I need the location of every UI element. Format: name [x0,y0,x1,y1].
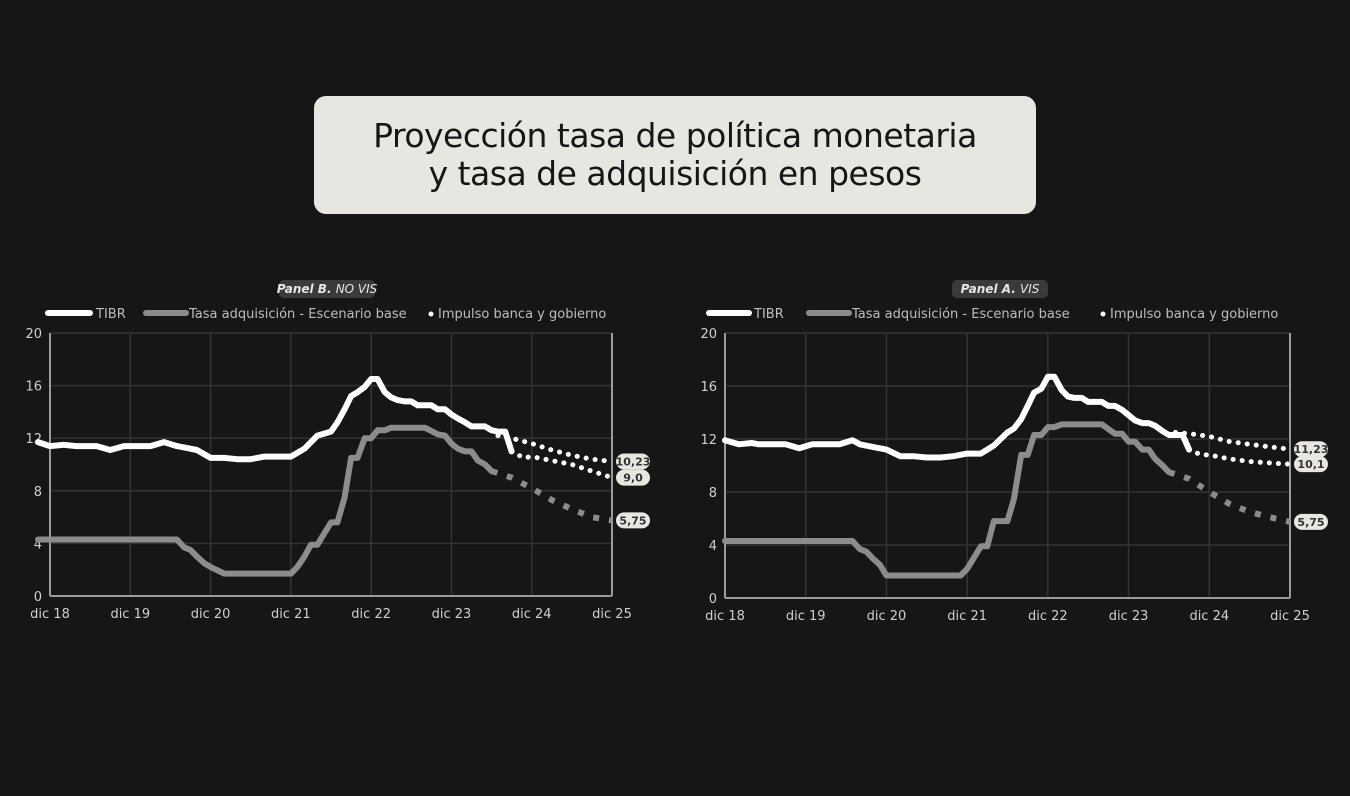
title-box: Proyección tasa de política monetaria y … [314,96,1036,214]
legend-impulso-dot [1100,311,1106,317]
legend-impulso-label: Impulso banca y gobierno [438,307,606,322]
panel-label: Panel A. VIS [961,282,1040,296]
y-tick-label: 20 [25,327,42,342]
series-line-tibr-dotted [1186,447,1293,467]
panel-label-pill [952,280,1048,298]
series-line-adquisicion-solid [722,421,1172,579]
end-label-text: 9,0 [623,472,643,485]
chart-panel-b: Panel B. NO VIS TIBR Tasa adquisición - Es… [25,280,651,622]
panel-label-bold: Panel B. [277,282,336,296]
y-tick-label: 8 [34,485,42,500]
end-label-text: 5,75 [619,514,646,527]
x-tick-label: dic 22 [351,607,391,622]
legend-adquisicion-label: Tasa adquisición - Escenario base [188,307,407,322]
end-label-badge [1294,441,1328,458]
chart-panel-a: Panel A. VIS TIBR Tasa adquisición - Escen… [700,280,1329,624]
y-tick-label: 0 [34,590,42,605]
end-label-badge [616,453,650,470]
x-tick-label: dic 20 [867,609,907,624]
x-tick-label: dic 23 [432,607,472,622]
x-tick-label: dic 18 [705,609,745,624]
series-line-adquisicion-dashed [490,468,613,524]
legend-tibr-label: TIBR [753,307,784,322]
series-line-tibr-dotted [509,448,615,481]
page-title-line2: y tasa de adquisición en pesos [428,154,922,193]
x-tick-label: dic 22 [1028,609,1068,624]
end-label-badge [1294,456,1328,473]
x-tick-label: dic 25 [1270,609,1310,624]
x-tick-label: dic 19 [786,609,826,624]
series-line-adquisicion-dashed [1167,469,1291,525]
legend-impulso-dot [428,311,434,317]
page-title-line1: Proyección tasa de política monetaria [373,116,977,155]
legend-tibr-label: TIBR [95,307,126,322]
x-tick-label: dic 25 [592,607,632,622]
series-line-impulso-dotted [495,433,615,464]
x-tick-label: dic 21 [271,607,311,622]
y-tick-label: 16 [25,380,42,395]
y-tick-label: 20 [700,327,717,342]
panel-label-sub: VIS [1020,282,1040,296]
end-label-text: 10,23 [616,455,651,468]
x-tick-label: dic 21 [947,609,987,624]
panel-label-sub: NO VIS [336,282,378,296]
x-tick-label: dic 23 [1109,609,1149,624]
legend-adquisicion-label: Tasa adquisición - Escenario base [851,307,1070,322]
x-tick-label: dic 24 [512,607,552,622]
y-tick-label: 8 [709,486,717,501]
series-line-adquisicion-solid [35,424,495,577]
end-label-text: 10,1 [1297,458,1324,471]
x-tick-label: dic 24 [1189,609,1229,624]
series-line-impulso-dotted [1172,429,1293,452]
end-label-text: 11,23 [1294,443,1329,456]
x-tick-label: dic 18 [30,607,70,622]
panel-label-pill [279,280,375,298]
series-line-tibr-solid [722,373,1193,461]
legend-impulso-label: Impulso banca y gobierno [1110,307,1278,322]
panel-label-bold: Panel A. [961,282,1020,296]
x-tick-label: dic 19 [110,607,150,622]
y-tick-label: 0 [709,592,717,607]
end-label-badge [616,469,650,486]
x-tick-label: dic 20 [191,607,231,622]
y-tick-label: 4 [709,539,717,554]
panel-label: Panel B. NO VIS [277,282,378,296]
y-tick-label: 4 [34,537,42,552]
end-label-badge [616,512,650,529]
series-line-tibr-solid [35,376,515,463]
end-label-badge [1294,513,1328,530]
end-label-text: 5,75 [1297,516,1324,529]
y-tick-label: 16 [700,380,717,395]
y-tick-label: 12 [700,433,717,448]
